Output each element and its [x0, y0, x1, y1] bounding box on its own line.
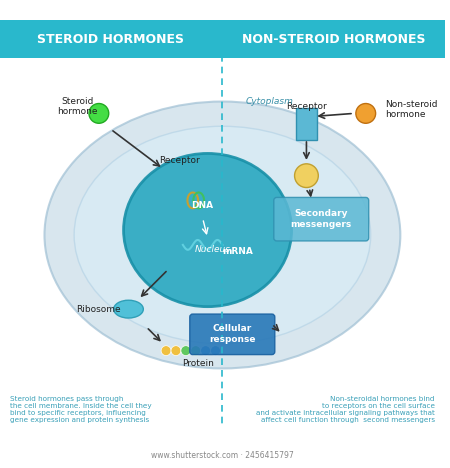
- Circle shape: [181, 346, 191, 356]
- FancyBboxPatch shape: [274, 197, 369, 241]
- Text: Non-steroidal hormones bind
to receptors on the cell surface
and activate intrac: Non-steroidal hormones bind to receptors…: [256, 396, 435, 423]
- FancyBboxPatch shape: [296, 109, 317, 140]
- Text: Cytoplasm: Cytoplasm: [245, 97, 293, 106]
- Text: Cellular
response: Cellular response: [209, 324, 256, 344]
- Ellipse shape: [74, 126, 371, 344]
- Text: Protein: Protein: [182, 359, 214, 368]
- Text: www.shutterstock.com · 2456415797: www.shutterstock.com · 2456415797: [151, 451, 294, 460]
- Text: Steroid
hormone: Steroid hormone: [57, 97, 97, 116]
- Text: Receptor: Receptor: [160, 156, 200, 165]
- Circle shape: [295, 164, 318, 188]
- Circle shape: [171, 346, 181, 356]
- FancyBboxPatch shape: [0, 21, 445, 58]
- Text: Non-steroid
hormone: Non-steroid hormone: [386, 100, 438, 119]
- Text: Steroid hormones pass through
the cell membrane. Inside the cell they
bind to sp: Steroid hormones pass through the cell m…: [10, 396, 152, 423]
- Circle shape: [161, 346, 171, 356]
- Text: DNA: DNA: [192, 201, 214, 210]
- Text: Secondary
messengers: Secondary messengers: [291, 210, 352, 229]
- FancyBboxPatch shape: [190, 314, 275, 355]
- Circle shape: [191, 346, 201, 356]
- Text: STEROID HORMONES: STEROID HORMONES: [37, 33, 184, 46]
- Text: Receptor: Receptor: [286, 102, 327, 111]
- Text: Nucleus: Nucleus: [194, 245, 230, 254]
- Ellipse shape: [45, 102, 400, 368]
- Text: NON-STEROID HORMONES: NON-STEROID HORMONES: [243, 33, 426, 46]
- Circle shape: [89, 103, 109, 123]
- Circle shape: [211, 346, 220, 356]
- Circle shape: [356, 103, 376, 123]
- Text: mRNA: mRNA: [222, 247, 253, 256]
- Circle shape: [201, 346, 211, 356]
- Ellipse shape: [114, 300, 144, 318]
- Ellipse shape: [124, 154, 292, 307]
- Text: Ribosome: Ribosome: [76, 305, 121, 314]
